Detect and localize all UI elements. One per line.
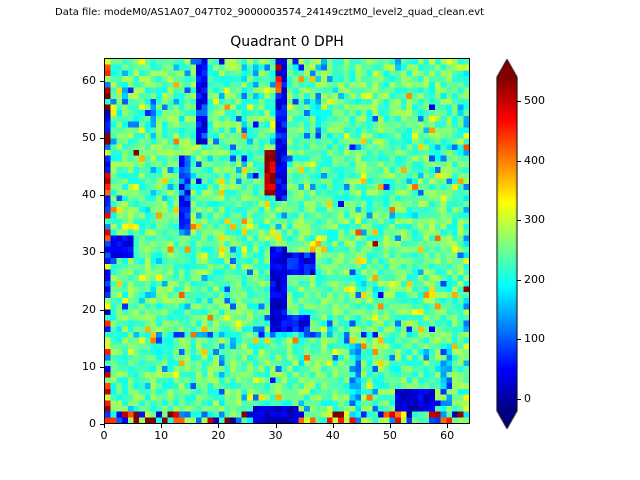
x-tick-mark [161, 424, 163, 428]
x-tick-label: 10 [154, 429, 169, 442]
x-tick-label: 40 [325, 429, 340, 442]
y-tick-mark [100, 138, 104, 140]
y-tick-label: 30 [82, 245, 96, 259]
colorbar-tick-label: 300 [524, 213, 545, 227]
x-tick-mark [332, 424, 334, 428]
datafile-text: Data file: modeM0/AS1A07_047T02_90000035… [55, 7, 485, 18]
x-tick-mark [447, 424, 449, 428]
x-tick-mark [275, 424, 277, 428]
colorbar-tick-label: 100 [524, 332, 545, 346]
colorbar-tick-mark [517, 399, 521, 401]
y-tick-label: 60 [82, 73, 96, 87]
x-tick-mark [104, 424, 105, 428]
colorbar-tick-label: 400 [524, 153, 545, 167]
x-tick-label: 50 [382, 429, 397, 442]
x-tick-mark [218, 424, 220, 428]
y-tick-mark [100, 366, 104, 368]
y-tick-label: 20 [82, 302, 96, 316]
y-tick-mark [100, 309, 104, 311]
colorbar-tick-mark [517, 339, 521, 341]
plot-title: Quadrant 0 DPH [230, 34, 344, 50]
colorbar-tick-mark [517, 220, 521, 222]
x-tick-label: 20 [211, 429, 226, 442]
colorbar-tick-label: 500 [524, 93, 545, 107]
colorbar-tick-label: 0 [524, 392, 531, 406]
x-tick-label: 30 [268, 429, 283, 442]
y-tick-mark [100, 195, 104, 197]
y-tick-label: 40 [82, 188, 96, 202]
y-tick-mark [100, 424, 104, 425]
colorbar-tick-label: 200 [524, 272, 545, 286]
colorbar-tick-mark [517, 160, 521, 162]
plot-area [104, 58, 470, 424]
x-tick-label: 0 [100, 429, 108, 442]
y-tick-mark [100, 80, 104, 82]
heatmap-canvas [105, 59, 469, 423]
y-tick-label: 50 [82, 131, 96, 145]
colorbar-tick-mark [517, 100, 521, 102]
y-tick-label: 0 [89, 417, 96, 430]
colorbar-tick-mark [517, 279, 521, 281]
colorbar [496, 59, 518, 429]
y-tick-label: 10 [82, 359, 96, 373]
x-tick-label: 60 [440, 429, 455, 442]
x-tick-mark [389, 424, 391, 428]
y-tick-mark [100, 252, 104, 254]
